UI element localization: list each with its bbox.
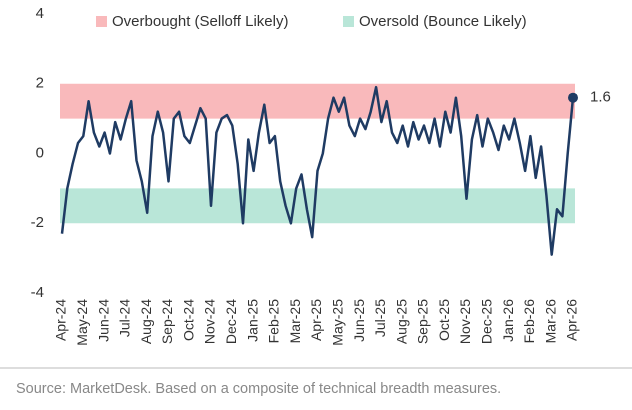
x-tick-label: Jan-26 <box>500 299 516 342</box>
x-tick-label: Jul-25 <box>372 299 388 337</box>
x-tick-label: Apr-26 <box>564 299 580 341</box>
legend-label: Overbought (Selloff Likely) <box>112 13 288 30</box>
x-tick-label: Dec-24 <box>223 299 239 344</box>
x-tick-label: Feb-26 <box>521 299 537 344</box>
legend-label: Oversold (Bounce Likely) <box>359 13 527 30</box>
x-tick-label: Sep-24 <box>159 299 175 344</box>
x-tick-label: Oct-24 <box>180 299 196 341</box>
x-tick-label: Nov-25 <box>457 299 473 344</box>
y-tick-label: -4 <box>31 284 44 301</box>
end-label: 1.6 <box>590 89 611 106</box>
x-tick-label: Mar-25 <box>287 299 303 344</box>
band <box>60 83 575 119</box>
series-line <box>60 85 575 256</box>
x-tick-label: Jul-24 <box>117 299 133 337</box>
legend-swatch <box>343 16 354 27</box>
x-tick-label: Mar-26 <box>542 299 558 344</box>
x-tick-label: Aug-25 <box>393 299 409 344</box>
x-tick-label: May-24 <box>74 299 90 346</box>
band <box>60 188 575 224</box>
x-tick-label: Apr-25 <box>308 299 324 341</box>
x-tick-label: Sep-25 <box>415 299 431 344</box>
end-marker <box>568 92 578 103</box>
x-tick-label: Feb-25 <box>266 299 282 344</box>
x-tick-label: Nov-24 <box>202 299 218 344</box>
y-tick-label: 0 <box>36 144 44 161</box>
y-tick-label: -2 <box>31 214 44 231</box>
x-tick-label: Apr-24 <box>53 299 69 341</box>
x-tick-label: Aug-24 <box>138 299 154 344</box>
x-tick-label: Dec-25 <box>479 299 495 344</box>
source-note: Source: MarketDesk. Based on a composite… <box>16 381 501 397</box>
legend-swatch <box>96 16 107 27</box>
y-tick-label: 2 <box>36 75 44 92</box>
x-tick-label: Jan-25 <box>244 299 260 342</box>
y-tick-label: 4 <box>36 5 44 22</box>
x-tick-label: May-25 <box>329 299 345 346</box>
x-tick-label: Jun-24 <box>95 299 111 342</box>
x-tick-label: Oct-25 <box>436 299 452 341</box>
x-tick-label: Jun-25 <box>351 299 367 342</box>
